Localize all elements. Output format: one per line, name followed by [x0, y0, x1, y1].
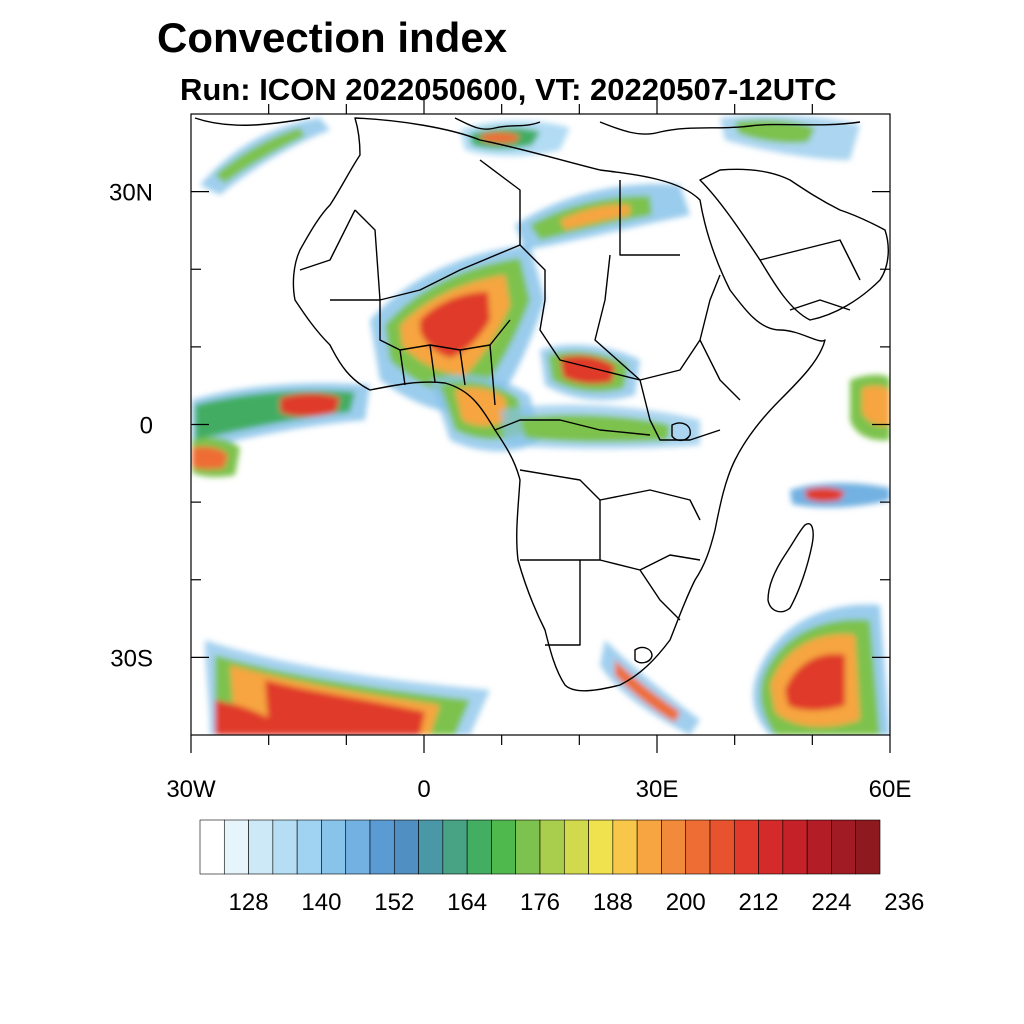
convection-cell [615, 660, 680, 722]
colorbar-swatch [223, 819, 249, 875]
convection-cell [215, 128, 305, 183]
lat-label: 30S [110, 645, 153, 672]
colorbar-swatch [685, 819, 711, 875]
map-title: Convection index [157, 14, 508, 61]
colorbar-swatch [442, 819, 468, 875]
colorbar-label: 236 [884, 889, 924, 916]
colorbar-label: 140 [301, 889, 341, 916]
europe-coastline [454, 117, 541, 130]
colorbar-swatch [709, 819, 735, 875]
colorbar-swatch [733, 819, 759, 875]
madagascar-coastline [767, 523, 814, 613]
colorbar-swatch [418, 819, 444, 875]
lon-label: 0 [417, 776, 430, 803]
axis-ticks: 30N 0 30S 30W 0 30E 60E [109, 96, 911, 803]
colorbar-swatch [588, 819, 614, 875]
colorbar-label: 224 [811, 889, 851, 916]
colorbar-label: 128 [229, 889, 269, 916]
colorbar-swatch [491, 819, 517, 875]
convection-cell [600, 640, 700, 735]
colorbar-label: 212 [739, 889, 779, 916]
map-subtitle: Run: ICON 2022050600, VT: 20220507-12UTC [180, 72, 837, 107]
convection-cell [560, 204, 630, 230]
colorbar-swatch [272, 819, 298, 875]
convection-cell [805, 487, 845, 502]
lon-label: 30E [636, 776, 679, 803]
colorbar-label: 164 [447, 889, 487, 916]
colorbar-swatch [466, 819, 492, 875]
colorbar-swatch [369, 819, 395, 875]
convection-cell [192, 446, 228, 470]
convection-cell [862, 385, 890, 426]
lon-label: 30W [166, 776, 216, 803]
colorbar-label: 200 [666, 889, 706, 916]
colorbar-swatch [806, 819, 832, 875]
convection-cell [215, 700, 275, 735]
colorbar-swatch [636, 819, 662, 875]
colorbar-swatch [345, 819, 371, 875]
lon-label: 60E [869, 776, 912, 803]
convection-cell [280, 393, 340, 417]
colorbar-label: 176 [520, 889, 560, 916]
colorbar-swatch [758, 819, 784, 875]
colorbar-swatch [321, 819, 347, 875]
lake-victoria [671, 422, 691, 442]
convection-cell [420, 292, 490, 358]
colorbar-swatch [199, 819, 225, 875]
colorbar-swatch [393, 819, 419, 875]
convection-cell [785, 654, 845, 711]
colorbar-swatch [661, 819, 687, 875]
colorbar-swatch [248, 819, 274, 875]
arabia-coastline [699, 168, 889, 321]
lesotho-border [634, 646, 653, 664]
colorbar-swatch [563, 819, 589, 875]
lat-label: 30N [109, 180, 153, 207]
coastlines [194, 117, 889, 692]
europe-coastline [599, 121, 861, 135]
colorbar-swatch [515, 819, 541, 875]
colorbar-label: 152 [374, 889, 414, 916]
colorbar-swatch [539, 819, 565, 875]
convection-cell [480, 132, 520, 144]
colorbar-swatch [855, 819, 881, 875]
colorbar-label: 188 [593, 889, 633, 916]
colorbar: 128 140 152 164 176 188 200 212 224 236 [199, 819, 924, 916]
lat-label: 0 [140, 413, 153, 440]
colorbar-swatch [831, 819, 857, 875]
colorbar-swatch [296, 819, 322, 875]
colorbar-swatch [612, 819, 638, 875]
convection-cell [265, 680, 425, 735]
convection-field [192, 114, 890, 735]
europe-coastline [194, 117, 311, 126]
colorbar-swatch [782, 819, 808, 875]
africa-coastline [292, 117, 826, 692]
